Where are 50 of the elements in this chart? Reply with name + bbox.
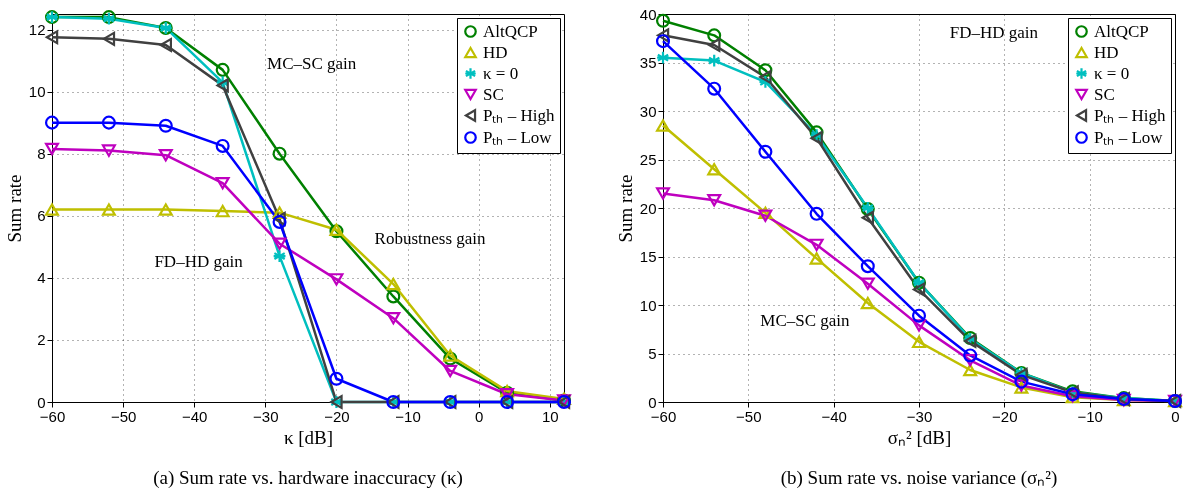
legend-label: SC (1094, 84, 1115, 104)
y-tick-label: 6 (37, 207, 46, 225)
x-tick-label: −10 (1077, 407, 1103, 425)
legend-label: Pₜₕ – Low (483, 127, 553, 147)
y-tick-label: 20 (639, 199, 657, 217)
y-tick-label: 30 (639, 102, 657, 120)
x-tick-label: 0 (474, 407, 484, 425)
legend-label: HD (1094, 42, 1119, 62)
x-tick-label: −50 (110, 407, 137, 425)
annotation: MC–SC gain (267, 54, 357, 74)
legend-label: Pₜₕ – High (483, 105, 555, 125)
legend-label: AltQCP (483, 21, 538, 41)
legend-label: κ = 0 (1094, 63, 1130, 83)
x-tick-label: −20 (324, 407, 350, 425)
text: (a) Sum rate vs. hardware inaccuracy (κ) (153, 467, 463, 489)
y-tick-label: 10 (639, 296, 657, 314)
x-tick-label: −40 (821, 407, 847, 425)
x-tick-label: −40 (182, 407, 208, 425)
x-tick-label: 10 (541, 407, 559, 425)
y-tick-label: 5 (648, 345, 657, 362)
y-tick-label: 35 (639, 54, 657, 71)
x-axis-title: σₙ² [dB] (887, 426, 952, 448)
x-tick-label: −20 (992, 407, 1018, 425)
legend-label: SC (483, 84, 504, 104)
legend-label: AltQCP (1094, 21, 1149, 41)
x-tick-label: 0 (1171, 407, 1180, 425)
legend-label: HD (483, 42, 508, 62)
annotation: FD–HD gain (949, 23, 1039, 43)
legend-label: Pₜₕ – High (1094, 105, 1166, 125)
y-axis-title: Sum rate (3, 174, 25, 243)
annotation: MC–SC gain (760, 310, 851, 330)
x-tick-label: −30 (906, 407, 933, 425)
x-tick-label: −10 (395, 407, 421, 425)
annotation: Robustness gain (374, 229, 487, 249)
y-tick-label: 2 (37, 331, 46, 349)
y-tick-label: 10 (28, 83, 46, 101)
y-tick-label: 8 (37, 145, 46, 163)
y-tick-label: 12 (28, 21, 46, 39)
legend-label: κ = 0 (483, 63, 519, 83)
y-tick-label: 25 (639, 151, 657, 168)
x-tick-label: −30 (253, 407, 279, 425)
annotation: FD–HD gain (154, 252, 244, 272)
x-axis-title: κ [dB] (283, 426, 334, 448)
y-axis-title: Sum rate (614, 174, 636, 243)
y-tick-label: 40 (639, 5, 657, 23)
y-tick-label: 15 (639, 248, 657, 265)
y-tick-label: 4 (37, 269, 46, 287)
legend-label: Pₜₕ – Low (1094, 127, 1164, 147)
x-tick-label: −50 (736, 407, 762, 425)
text: (b) Sum rate vs. noise variance (σₙ²) (780, 467, 1058, 489)
